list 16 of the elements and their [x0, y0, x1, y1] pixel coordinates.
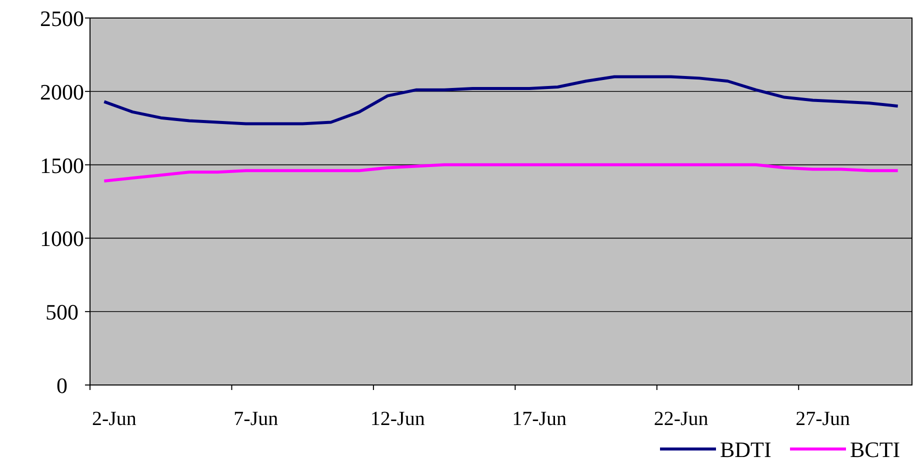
legend-label: BCTI — [850, 437, 900, 462]
y-tick-label: 1500 — [40, 152, 84, 178]
y-tick-label: 0 — [56, 373, 68, 398]
y-tick-label: 2000 — [40, 79, 84, 104]
y-tick-label: 2500 — [40, 6, 84, 31]
x-tick-label: 17-Jun — [512, 408, 567, 430]
legend-label: BDTI — [720, 437, 772, 462]
y-tick-label: 500 — [46, 300, 78, 325]
line-series — [102, 163, 900, 182]
line-series — [102, 75, 900, 126]
x-tick-label: 7-Jun — [234, 408, 278, 430]
y-tick-label: 1000 — [40, 226, 84, 252]
x-tick-label: 12-Jun — [370, 408, 425, 430]
x-tick-label: 22-Jun — [654, 408, 708, 430]
x-tick-label: 2-Jun — [92, 408, 136, 430]
x-tick-label: 27-Jun — [796, 408, 850, 430]
